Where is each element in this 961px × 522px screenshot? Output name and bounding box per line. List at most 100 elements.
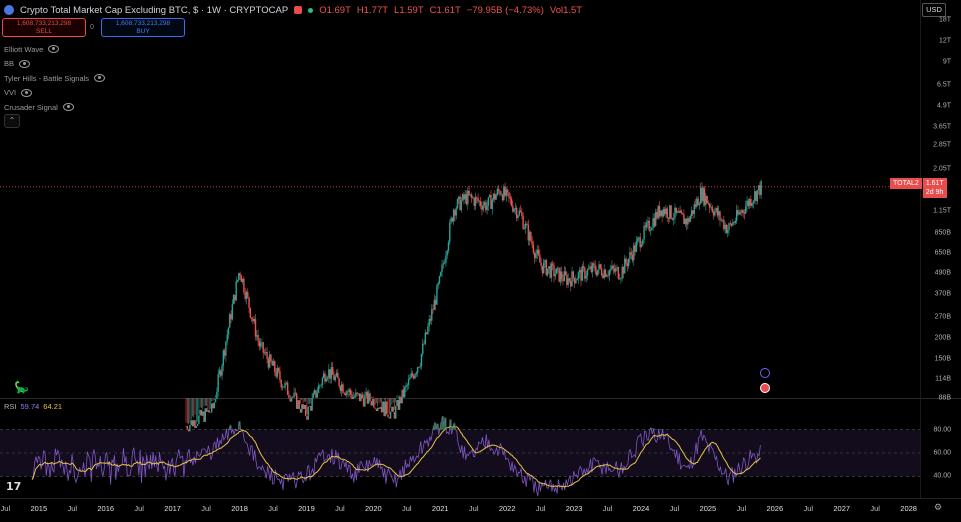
candle-body [398, 397, 401, 410]
candle-body [611, 265, 613, 270]
candle-body [355, 392, 357, 397]
eye-icon[interactable] [94, 74, 106, 83]
candle-body [683, 214, 685, 225]
time-axis-label: Jul [803, 504, 814, 513]
candle-body [666, 208, 668, 218]
candle-body [662, 209, 665, 217]
rsi-legend[interactable]: RSI 59.74 64.21 [4, 402, 62, 411]
candle-body [634, 245, 636, 252]
gear-icon[interactable]: ⚙ [934, 502, 943, 512]
candle-body [705, 195, 707, 206]
candle-body [254, 319, 257, 337]
time-axis-label: 2023 [565, 504, 583, 513]
price-axis-label: 270B [934, 313, 951, 321]
time-axis-label: 2021 [431, 504, 449, 513]
indicator-bb[interactable]: BB [4, 57, 105, 72]
eye-icon[interactable] [21, 88, 33, 97]
currency-selector[interactable]: USD [922, 3, 946, 17]
candle-body [214, 399, 217, 403]
candle-body [319, 385, 321, 386]
candle-body [590, 266, 593, 272]
candle-body [276, 368, 279, 377]
candle-body [643, 225, 645, 240]
candle-body [654, 211, 657, 227]
candle-body [375, 408, 378, 412]
indicator-crusader-signal[interactable]: Crusader Signal [4, 100, 105, 115]
candle-body [455, 208, 457, 216]
candle-body [272, 361, 275, 366]
time-axis-label: Jul [134, 504, 144, 513]
candle-body [325, 378, 327, 382]
time-axis-label: Jul [402, 504, 412, 513]
candle-body [196, 423, 199, 426]
candle-body [292, 397, 294, 398]
rsi-overbought-fill [227, 428, 231, 430]
candle-body [616, 267, 618, 269]
eye-icon[interactable] [62, 103, 74, 112]
candle-body [270, 354, 272, 362]
candle-body [447, 241, 450, 251]
rsi-overbought-fill [444, 417, 447, 430]
candle-body [528, 232, 531, 241]
candle-body [712, 211, 715, 216]
flag-marker-icon[interactable] [760, 383, 770, 393]
candle-body [736, 209, 738, 221]
price-axis-label: 850B [934, 229, 951, 237]
candle-body [487, 197, 490, 206]
candle-body [425, 332, 428, 334]
symbol-title[interactable]: Crypto Total Market Cap Excluding BTC, $… [20, 4, 289, 16]
indicator-tyler-hills[interactable]: Tyler Hills - Battle Signals [4, 71, 106, 86]
candle-body [383, 401, 385, 417]
candle-body [470, 194, 473, 198]
candle-body [524, 223, 527, 229]
candle-body [378, 407, 380, 409]
candle-body [285, 382, 288, 384]
candle-body [748, 199, 751, 206]
candle-body [521, 212, 523, 216]
eye-icon[interactable] [48, 45, 60, 54]
buy-button[interactable]: 1,608,733,213,298 BUY [101, 18, 185, 37]
eye-icon[interactable] [19, 59, 31, 68]
candle-body [437, 283, 439, 286]
candle-body [275, 372, 277, 377]
event-marker-icon[interactable] [760, 368, 770, 378]
candle-body [589, 266, 591, 269]
candle-body [721, 219, 724, 221]
collapse-indicators-button[interactable]: ⌃ [4, 114, 20, 128]
rsi-line [31, 416, 761, 497]
candle-body [397, 400, 400, 410]
candle-body [185, 425, 187, 427]
candle-body [503, 186, 505, 201]
indicator-elliott-wave[interactable]: Elliott Wave [4, 42, 105, 57]
price-axis-label: 12T [938, 37, 951, 45]
time-axis-label: 2015 [30, 504, 48, 513]
candle-body [679, 210, 681, 213]
candle-body [723, 219, 725, 230]
candle-body [651, 228, 653, 231]
candle-body [760, 180, 762, 195]
rsi-axis-label: 60.00 [933, 449, 951, 457]
candle-body [432, 309, 434, 310]
candle-body [567, 278, 569, 286]
indicator-vvi[interactable]: VVI [4, 86, 105, 101]
chevron-up-icon: ⌃ [8, 116, 16, 125]
candle-body [386, 401, 388, 415]
sell-button[interactable]: 1,608,733,213,298 SELL [2, 18, 86, 37]
candle-body [344, 393, 347, 396]
candle-body [454, 209, 456, 216]
candle-body [656, 211, 658, 219]
candle-body [380, 407, 383, 413]
candle-body [697, 198, 699, 206]
candle-body [198, 415, 200, 424]
candle-body [508, 192, 510, 198]
candle-body [436, 285, 438, 305]
candle-body [236, 279, 239, 282]
candle-body [535, 253, 537, 259]
candle-body [271, 361, 273, 366]
price-tag-countdown: 2d 9h [925, 189, 944, 196]
spread-value: 0 [90, 24, 94, 31]
candle-body [534, 252, 536, 259]
candle-body [607, 275, 609, 277]
